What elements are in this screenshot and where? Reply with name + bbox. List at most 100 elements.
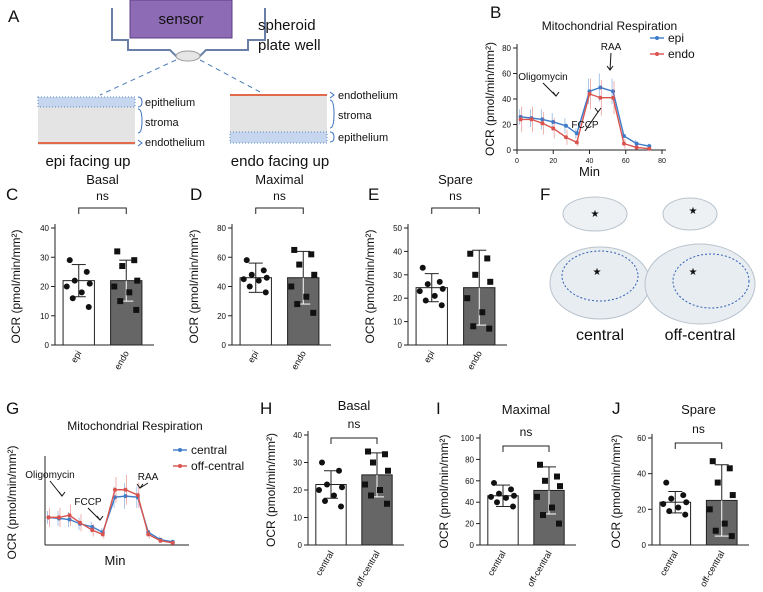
y-tick-label: 0 bbox=[222, 341, 227, 350]
data-point bbox=[554, 473, 560, 480]
significance-bracket bbox=[431, 207, 480, 214]
marker bbox=[574, 140, 579, 145]
data-point bbox=[714, 479, 721, 486]
data-point bbox=[119, 263, 126, 270]
y-tick-label: 40 bbox=[40, 224, 49, 233]
data-point bbox=[368, 492, 374, 499]
marker bbox=[135, 493, 140, 498]
panel-label: E bbox=[368, 185, 379, 204]
data-point bbox=[680, 492, 687, 499]
significance-bracket bbox=[674, 442, 723, 449]
panel-label: I bbox=[436, 399, 441, 418]
marker bbox=[598, 95, 603, 100]
brace bbox=[137, 96, 143, 147]
significance-bracket bbox=[78, 207, 127, 214]
marker bbox=[100, 532, 105, 537]
y-tick-label: 20 bbox=[217, 312, 226, 321]
data-point bbox=[721, 520, 728, 527]
layer-label: stroma bbox=[145, 117, 180, 129]
diagram-a: sensor spheroid plate well epithelium st… bbox=[37, 0, 398, 170]
x-tick-label: epi bbox=[69, 349, 84, 364]
legend-marker bbox=[655, 52, 659, 56]
marker bbox=[647, 146, 652, 151]
x-tick-label: endo bbox=[465, 349, 484, 371]
y-tick-label: 40 bbox=[217, 283, 226, 292]
data-point bbox=[324, 481, 330, 488]
well bbox=[549, 246, 651, 320]
marker bbox=[611, 95, 616, 100]
x-tick-label: 60 bbox=[622, 158, 630, 165]
data-point bbox=[377, 487, 383, 493]
data-point bbox=[336, 467, 342, 474]
data-point bbox=[338, 503, 344, 510]
panel-label: B bbox=[490, 3, 501, 22]
x-tick-label: 80 bbox=[658, 158, 666, 165]
y-tick-label: 0 bbox=[642, 541, 647, 550]
significance-label: ns bbox=[96, 189, 109, 203]
data-point bbox=[114, 248, 121, 255]
marker bbox=[634, 145, 639, 150]
caption: endo facing up bbox=[231, 153, 329, 170]
data-point bbox=[362, 481, 368, 488]
data-point bbox=[331, 492, 337, 499]
x-axis-label: Min bbox=[105, 553, 126, 568]
y-tick-label: 60 bbox=[502, 70, 511, 79]
marker bbox=[113, 495, 117, 500]
y-tick-label: 100 bbox=[461, 434, 475, 443]
y-tick-label: 40 bbox=[637, 470, 646, 479]
y-tick-label: 40 bbox=[502, 95, 511, 104]
data-point bbox=[319, 459, 325, 466]
chart-title: Basal bbox=[338, 398, 371, 413]
data-point bbox=[556, 520, 562, 527]
y-tick-label: 0 bbox=[298, 541, 303, 550]
spheroid-top bbox=[562, 196, 628, 232]
annotation: FCCP bbox=[74, 497, 102, 508]
legend-label: epi bbox=[668, 31, 684, 45]
data-point bbox=[303, 293, 310, 300]
x-tick-label: endo bbox=[289, 349, 308, 371]
marker bbox=[563, 123, 568, 128]
legend-label: off-central bbox=[191, 459, 244, 473]
data-point bbox=[416, 288, 423, 295]
annotation-arrow bbox=[584, 111, 599, 132]
data-point bbox=[384, 500, 390, 507]
y-tick-label: 30 bbox=[393, 271, 402, 280]
data-point bbox=[542, 477, 548, 484]
y-tick-label: 10 bbox=[293, 514, 302, 523]
marker bbox=[46, 515, 51, 520]
chart-title: Basal bbox=[86, 172, 119, 187]
data-point bbox=[240, 276, 247, 283]
data-point bbox=[311, 271, 318, 278]
data-point bbox=[666, 508, 673, 515]
data-point bbox=[263, 274, 270, 281]
significance-bracket bbox=[502, 445, 550, 452]
y-tick-label: 60 bbox=[465, 477, 474, 486]
y-tick-label: 20 bbox=[465, 520, 474, 529]
x-tick-label: 20 bbox=[549, 158, 557, 165]
data-point bbox=[486, 325, 493, 332]
significance-label: ns bbox=[520, 425, 533, 439]
data-point bbox=[246, 283, 253, 290]
y-axis-label: OCR (pmol/min/mm²) bbox=[187, 230, 201, 344]
x-tick-label: 0 bbox=[515, 158, 519, 165]
data-point bbox=[491, 479, 497, 486]
spheroid-outline bbox=[672, 253, 750, 309]
data-point bbox=[66, 257, 73, 264]
data-point bbox=[424, 281, 431, 288]
series-line bbox=[520, 86, 650, 147]
marker bbox=[574, 131, 579, 136]
data-point bbox=[439, 285, 446, 292]
data-point bbox=[260, 267, 267, 274]
data-point bbox=[296, 261, 303, 268]
data-point bbox=[488, 493, 494, 500]
data-point bbox=[71, 277, 78, 284]
y-axis-label: OCR (pmol/min/mm²) bbox=[483, 42, 497, 156]
y-tick-label: 80 bbox=[502, 44, 511, 53]
x-tick-label: off-central bbox=[353, 549, 382, 589]
annotation: RAA bbox=[138, 472, 159, 483]
y-tick-label: 20 bbox=[502, 121, 511, 130]
data-point bbox=[63, 283, 70, 290]
y-tick-label: 30 bbox=[293, 459, 302, 468]
arrow-head bbox=[136, 483, 144, 489]
